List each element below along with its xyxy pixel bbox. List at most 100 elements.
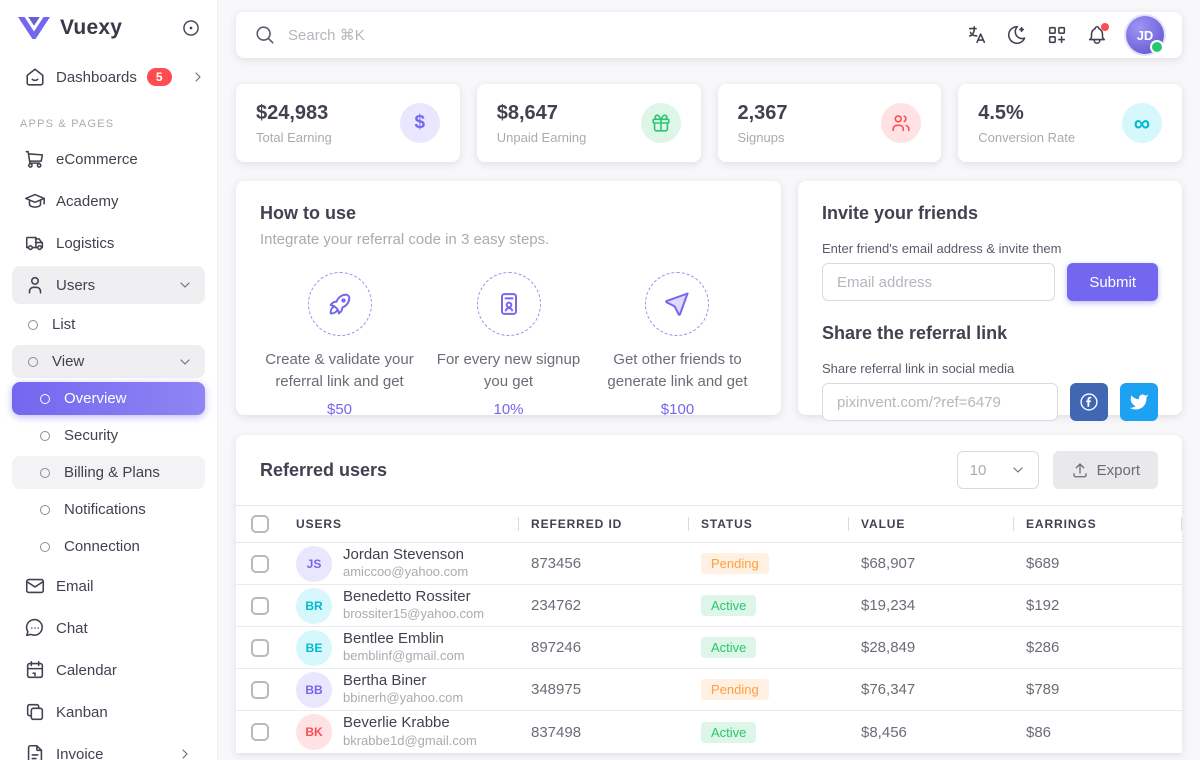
user-name: Bertha Biner — [343, 671, 427, 689]
sidebar-item-users[interactable]: Users — [12, 266, 205, 304]
bullet-icon — [40, 393, 50, 404]
graduation-cap-icon — [25, 193, 45, 208]
earnings: $192 — [1026, 597, 1060, 614]
sidebar-item-calendar[interactable]: Calendar — [12, 651, 205, 689]
referred-id: 348975 — [531, 681, 582, 698]
share-referral-label: Share referral link in social media — [822, 361, 1015, 376]
sidebar-item-email[interactable]: Email — [12, 567, 205, 605]
step-signup-reward: For every new signup you get 10% — [429, 272, 588, 418]
sidebar-item-security[interactable]: Security — [12, 419, 205, 452]
user-icon — [28, 276, 42, 294]
user-avatar[interactable]: JD — [1126, 16, 1164, 54]
main-content: JD $24,983 Total Earning $ $8,647 Unpaid… — [218, 0, 1200, 760]
notifications-bell-icon[interactable] — [1086, 23, 1109, 46]
how-to-use-title: How to use — [260, 203, 357, 223]
sidebar-item-logistics[interactable]: Logistics — [12, 224, 205, 262]
sidebar-item-list[interactable]: List — [12, 308, 205, 341]
value: $28,849 — [861, 639, 916, 656]
gift-icon — [640, 103, 681, 143]
table-row[interactable]: BK Beverlie Krabbe bkrabbe1d@gmail.com 83… — [236, 711, 1182, 753]
page-size-value: 10 — [969, 461, 987, 479]
bullet-icon — [40, 467, 50, 478]
column-header-referred-id[interactable]: REFERRED ID — [519, 517, 689, 531]
sidebar-item-label: Kanban — [56, 703, 108, 721]
facebook-share-button[interactable] — [1070, 383, 1108, 421]
shortcuts-grid-icon[interactable] — [1046, 24, 1068, 46]
select-all-checkbox[interactable] — [251, 515, 269, 533]
chevron-right-icon — [190, 69, 206, 85]
earnings: $689 — [1026, 555, 1060, 572]
language-icon[interactable] — [966, 24, 988, 46]
column-header-value[interactable]: VALUE — [849, 517, 1014, 531]
column-header-status[interactable]: STATUS — [689, 517, 849, 531]
table-row[interactable]: JS Jordan Stevenson amiccoo@yahoo.com 873… — [236, 543, 1182, 585]
share-referral-title: Share the referral link — [822, 323, 1008, 343]
twitter-icon — [1129, 394, 1149, 410]
sidebar-item-academy[interactable]: Academy — [12, 182, 205, 220]
avatar-initials: BK — [305, 725, 323, 739]
earnings: $86 — [1026, 723, 1052, 741]
step-amount: 10% — [493, 400, 524, 418]
rocket-icon — [307, 272, 372, 336]
avatar: JS — [296, 545, 332, 582]
invite-friends-card: Invite your friends Enter friend's email… — [798, 181, 1182, 421]
facebook-icon — [1080, 393, 1098, 411]
sidebar-item-chat[interactable]: Chat — [12, 609, 205, 647]
referred-id: 873456 — [531, 555, 582, 572]
sidebar-section-label: APPS & PAGES — [20, 118, 115, 130]
user-email: brossiter15@yahoo.com — [343, 606, 485, 622]
column-header-earrings[interactable]: EARRINGS — [1014, 517, 1182, 531]
step-create-link: Create & validate your referral link and… — [260, 272, 419, 418]
stat-value: 4.5% — [978, 101, 1024, 124]
row-checkbox[interactable] — [251, 680, 269, 699]
search-input[interactable] — [288, 26, 954, 44]
referral-link-input[interactable] — [822, 383, 1058, 421]
table-row[interactable]: BB Bertha Biner bbinerh@yahoo.com 348975 … — [236, 669, 1182, 711]
chevron-down-icon — [177, 354, 193, 370]
sidebar-item-overview[interactable]: Overview — [12, 382, 205, 415]
brand[interactable]: Vuexy — [10, 14, 207, 56]
sidebar-item-invoice[interactable]: Invoice — [12, 735, 205, 760]
invite-email-label: Enter friend's email address & invite th… — [822, 241, 1062, 256]
row-checkbox[interactable] — [251, 723, 269, 741]
row-checkbox[interactable] — [251, 554, 269, 573]
sidebar-item-ecommerce[interactable]: eCommerce — [12, 140, 205, 178]
sidebar-item-label: eCommerce — [56, 150, 138, 168]
row-checkbox[interactable] — [251, 596, 269, 615]
sidebar-item-label: Chat — [56, 619, 88, 637]
stat-card-conversion-rate: 4.5% Conversion Rate ∞ — [958, 84, 1182, 162]
submit-button[interactable]: Submit — [1067, 263, 1158, 301]
stat-value: $8,647 — [496, 101, 558, 124]
how-to-use-card: How to use Integrate your referral code … — [236, 181, 781, 418]
stat-card-total-earning: $24,983 Total Earning $ — [236, 84, 460, 162]
topbar: JD — [236, 12, 1182, 58]
invoice-icon — [27, 744, 43, 760]
column-header-users[interactable]: USERS — [284, 517, 519, 531]
sidebar-item-notifications[interactable]: Notifications — [12, 493, 205, 526]
stat-value: $24,983 — [256, 101, 329, 124]
table-title: Referred users — [260, 459, 388, 480]
twitter-share-button[interactable] — [1120, 383, 1158, 421]
sidebar-item-label: Overview — [64, 390, 127, 407]
user-name: Beverlie Krabbe — [343, 714, 450, 732]
sidebar-item-connection[interactable]: Connection — [12, 530, 205, 563]
sidebar-item-kanban[interactable]: Kanban — [12, 693, 205, 731]
table-row[interactable]: BE Bentlee Emblin bemblinf@gmail.com 8972… — [236, 627, 1182, 669]
user-email: bemblinf@gmail.com — [343, 648, 465, 664]
invite-email-input[interactable] — [822, 263, 1056, 301]
bullet-icon — [28, 356, 38, 367]
table-row[interactable]: BR Benedetto Rossiter brossiter15@yahoo.c… — [236, 585, 1182, 627]
id-badge-icon — [476, 272, 541, 336]
export-label: Export — [1096, 461, 1140, 479]
sidebar-item-billing-plans[interactable]: Billing & Plans — [12, 456, 205, 489]
notification-dot — [1101, 23, 1109, 31]
mail-icon — [25, 578, 45, 594]
sidebar-pin-icon[interactable] — [181, 18, 201, 38]
page-size-select[interactable]: 10 — [956, 451, 1039, 489]
row-checkbox[interactable] — [251, 638, 269, 657]
sidebar-item-dashboards[interactable]: Dashboards 5 — [12, 58, 205, 96]
dark-mode-moon-icon[interactable] — [1006, 24, 1028, 46]
how-to-use-subtitle: Integrate your referral code in 3 easy s… — [260, 231, 550, 248]
sidebar-item-view[interactable]: View — [12, 345, 205, 378]
export-button[interactable]: Export — [1052, 451, 1158, 489]
